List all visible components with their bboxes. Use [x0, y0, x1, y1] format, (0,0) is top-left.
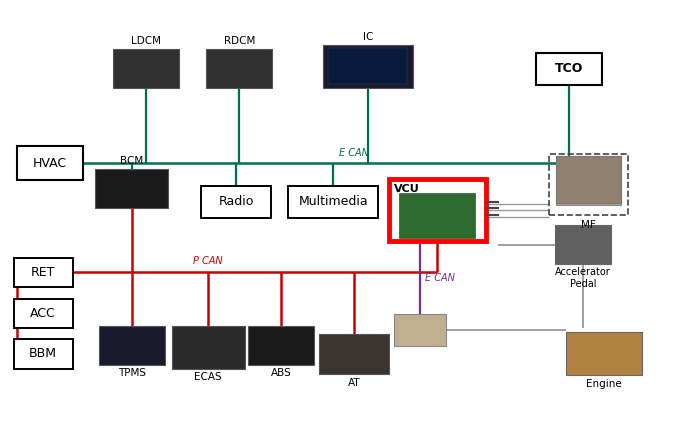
Text: VCU: VCU — [393, 184, 419, 194]
Text: ABS: ABS — [271, 368, 291, 378]
FancyBboxPatch shape — [207, 49, 272, 88]
FancyBboxPatch shape — [323, 45, 413, 88]
Text: LDCM: LDCM — [130, 36, 161, 46]
Text: ECAS: ECAS — [194, 372, 222, 382]
Text: ACC: ACC — [30, 307, 56, 320]
FancyBboxPatch shape — [96, 169, 168, 208]
FancyBboxPatch shape — [13, 299, 73, 328]
FancyBboxPatch shape — [13, 258, 73, 287]
FancyBboxPatch shape — [13, 339, 73, 369]
Text: Accelerator
Pedal: Accelerator Pedal — [555, 267, 611, 289]
FancyBboxPatch shape — [17, 146, 83, 180]
Text: AT: AT — [348, 378, 360, 388]
FancyBboxPatch shape — [319, 334, 389, 374]
FancyBboxPatch shape — [555, 156, 621, 203]
FancyBboxPatch shape — [201, 185, 271, 218]
FancyBboxPatch shape — [536, 53, 602, 85]
Text: P CAN: P CAN — [194, 257, 223, 266]
FancyBboxPatch shape — [328, 48, 407, 84]
Text: Engine: Engine — [586, 379, 622, 389]
FancyBboxPatch shape — [99, 326, 165, 365]
Text: BBM: BBM — [29, 347, 57, 360]
FancyBboxPatch shape — [288, 185, 378, 218]
Text: MF: MF — [581, 220, 596, 230]
Text: Multimedia: Multimedia — [298, 195, 368, 208]
FancyBboxPatch shape — [394, 314, 446, 347]
FancyBboxPatch shape — [248, 326, 314, 365]
Text: E CAN: E CAN — [425, 273, 455, 283]
Text: HVAC: HVAC — [33, 157, 67, 169]
Text: RET: RET — [31, 266, 56, 279]
Text: Radio: Radio — [219, 195, 253, 208]
FancyBboxPatch shape — [112, 49, 178, 88]
Text: TPMS: TPMS — [118, 368, 146, 378]
FancyBboxPatch shape — [555, 156, 621, 205]
Text: RDCM: RDCM — [223, 36, 255, 46]
FancyBboxPatch shape — [399, 193, 475, 238]
FancyBboxPatch shape — [171, 326, 244, 369]
Text: BCM: BCM — [120, 156, 144, 166]
Text: IC: IC — [363, 32, 373, 42]
Text: E CAN: E CAN — [339, 148, 369, 158]
FancyBboxPatch shape — [555, 225, 611, 264]
FancyBboxPatch shape — [389, 179, 486, 241]
FancyBboxPatch shape — [566, 332, 642, 375]
Text: TCO: TCO — [555, 62, 583, 75]
